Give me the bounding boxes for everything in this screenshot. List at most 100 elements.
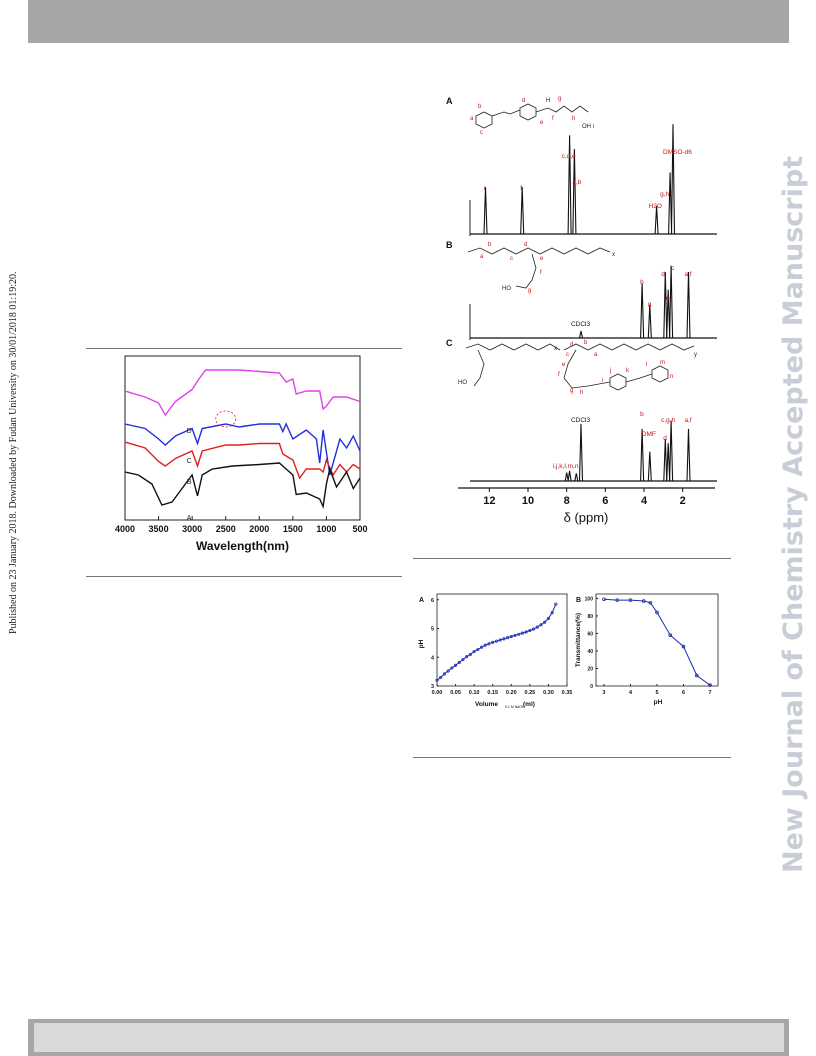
data-point [461,658,465,662]
ir-spectrum-chart: D C B A 4000 3500 3000 2500 2000 1500 1000 500 Wavel… [115,352,370,564]
panel-label: B [576,597,581,604]
branch-C-2 [563,349,589,389]
x-tick-label: 0.25 [524,690,535,696]
data-point [491,640,495,644]
peak-C-8 [669,420,674,482]
peak-A-6 [670,124,676,235]
highlight-circle [215,410,237,428]
peak-label-C-1: i,j,k,l,m,n [553,463,579,470]
structure-label-B-5: f [540,270,542,276]
x-tick-label: 0.20 [506,690,517,696]
data-point [668,633,673,637]
journal-watermark: New Journal of Chemistry Accepted Manusc… [778,155,809,873]
peak-B-2 [647,304,652,339]
data-point [450,666,454,670]
y-tick-label: 80 [587,614,593,620]
structure-label-C-13: n [670,374,673,380]
peak-label-C-5: c,g,h [661,417,675,424]
x-axis-label: Wavelength(nm) [196,539,289,553]
x-tick-label-8: 8 [564,495,570,507]
curve-label-D: D [187,428,192,435]
y-tick-label: 3 [431,684,434,690]
curve-label-B: B [187,479,192,486]
peak-C-7 [666,443,671,482]
series-line-A [124,462,361,509]
structure-label-A-4: e [540,120,544,126]
peak-B-3 [663,271,668,339]
data-point [513,633,517,637]
data-point [465,655,469,659]
peak-B-6 [686,271,691,339]
data-point [435,678,439,682]
y-tick-label: 60 [587,631,593,637]
y-tick-label: 100 [585,596,594,602]
peak-label-C-0: CDCl3 [571,417,591,424]
structure-label-A-3: d [522,98,525,104]
peak-A-0 [483,186,488,235]
curve-label-A: A [187,515,192,522]
x-tick-label: 6 [682,690,685,696]
data-point [628,598,633,602]
structure-label-C-4: e [562,362,566,368]
peak-A-4 [654,205,659,235]
peak-C-5 [647,451,652,482]
peak-B-0 [578,330,584,339]
data-point [494,639,498,643]
structure-label-C-12: m [660,360,665,366]
data-point [546,616,550,620]
data-point [480,645,484,649]
data-point [535,625,539,629]
structure-label-B-1: b [488,242,492,248]
x-tick-label-3000: 3000 [182,524,202,534]
structure-label-A-9: H [546,98,550,104]
x-axis-label: pH [654,699,663,706]
y-axis-label: Transmittance(%) [575,613,582,667]
peak-label-A-5: g,h [660,191,669,198]
x-tick-label-6: 6 [602,495,608,507]
curve-label-C: C [187,458,192,465]
data-point [468,652,472,656]
data-point [487,642,491,646]
x-tick-label: 0.35 [562,690,573,696]
peak-C-6 [663,438,668,482]
peak-C-3 [578,423,584,482]
ring-3 [609,373,627,391]
structure-label-C-2: c [566,352,569,358]
data-point [483,643,487,647]
peak-label-A-4: H2O [649,203,662,210]
series-line [603,598,711,686]
structure-label-C-6: g [570,388,573,394]
data-point [655,610,659,615]
structure-label-B-6: g [528,288,531,294]
data-point [554,602,558,606]
structure-label-C-15: x [554,346,557,352]
plot-frame [595,593,719,687]
y-tick-label: 4 [431,655,435,661]
structure-label-C-14: HO [458,380,467,386]
structure-label-C-3: d [570,342,573,348]
structure-label-C-0: a [594,352,598,358]
structure-label-C-5: f [558,372,560,378]
peak-label-C-4: d [663,435,667,442]
branch-B [515,253,537,289]
data-point [520,631,524,635]
peak-B-5 [669,265,674,339]
x-tick-label-10: 10 [522,495,534,507]
y-tick-label: 0 [590,684,593,690]
data-point [442,672,446,676]
structure-label-A-0: b [478,104,482,110]
structure-label-A-5: g [558,96,561,102]
structure-label-C-7: h [580,390,583,396]
structure-label-B-4: e [540,256,544,262]
x-tick-label: 0.15 [487,690,498,696]
data-point [648,600,653,605]
figure-rule-bottom-2 [413,757,731,758]
x-axis-label: Volume [475,701,498,708]
x-tick-label: 7 [709,690,712,696]
peak-C-1 [567,470,572,482]
peak-B-4 [666,289,671,339]
y-tick-label: 20 [587,666,593,672]
publication-note: Published on 23 January 2018. Downloaded… [8,271,19,634]
x-tick-label-3500: 3500 [149,524,169,534]
data-point [708,683,712,687]
